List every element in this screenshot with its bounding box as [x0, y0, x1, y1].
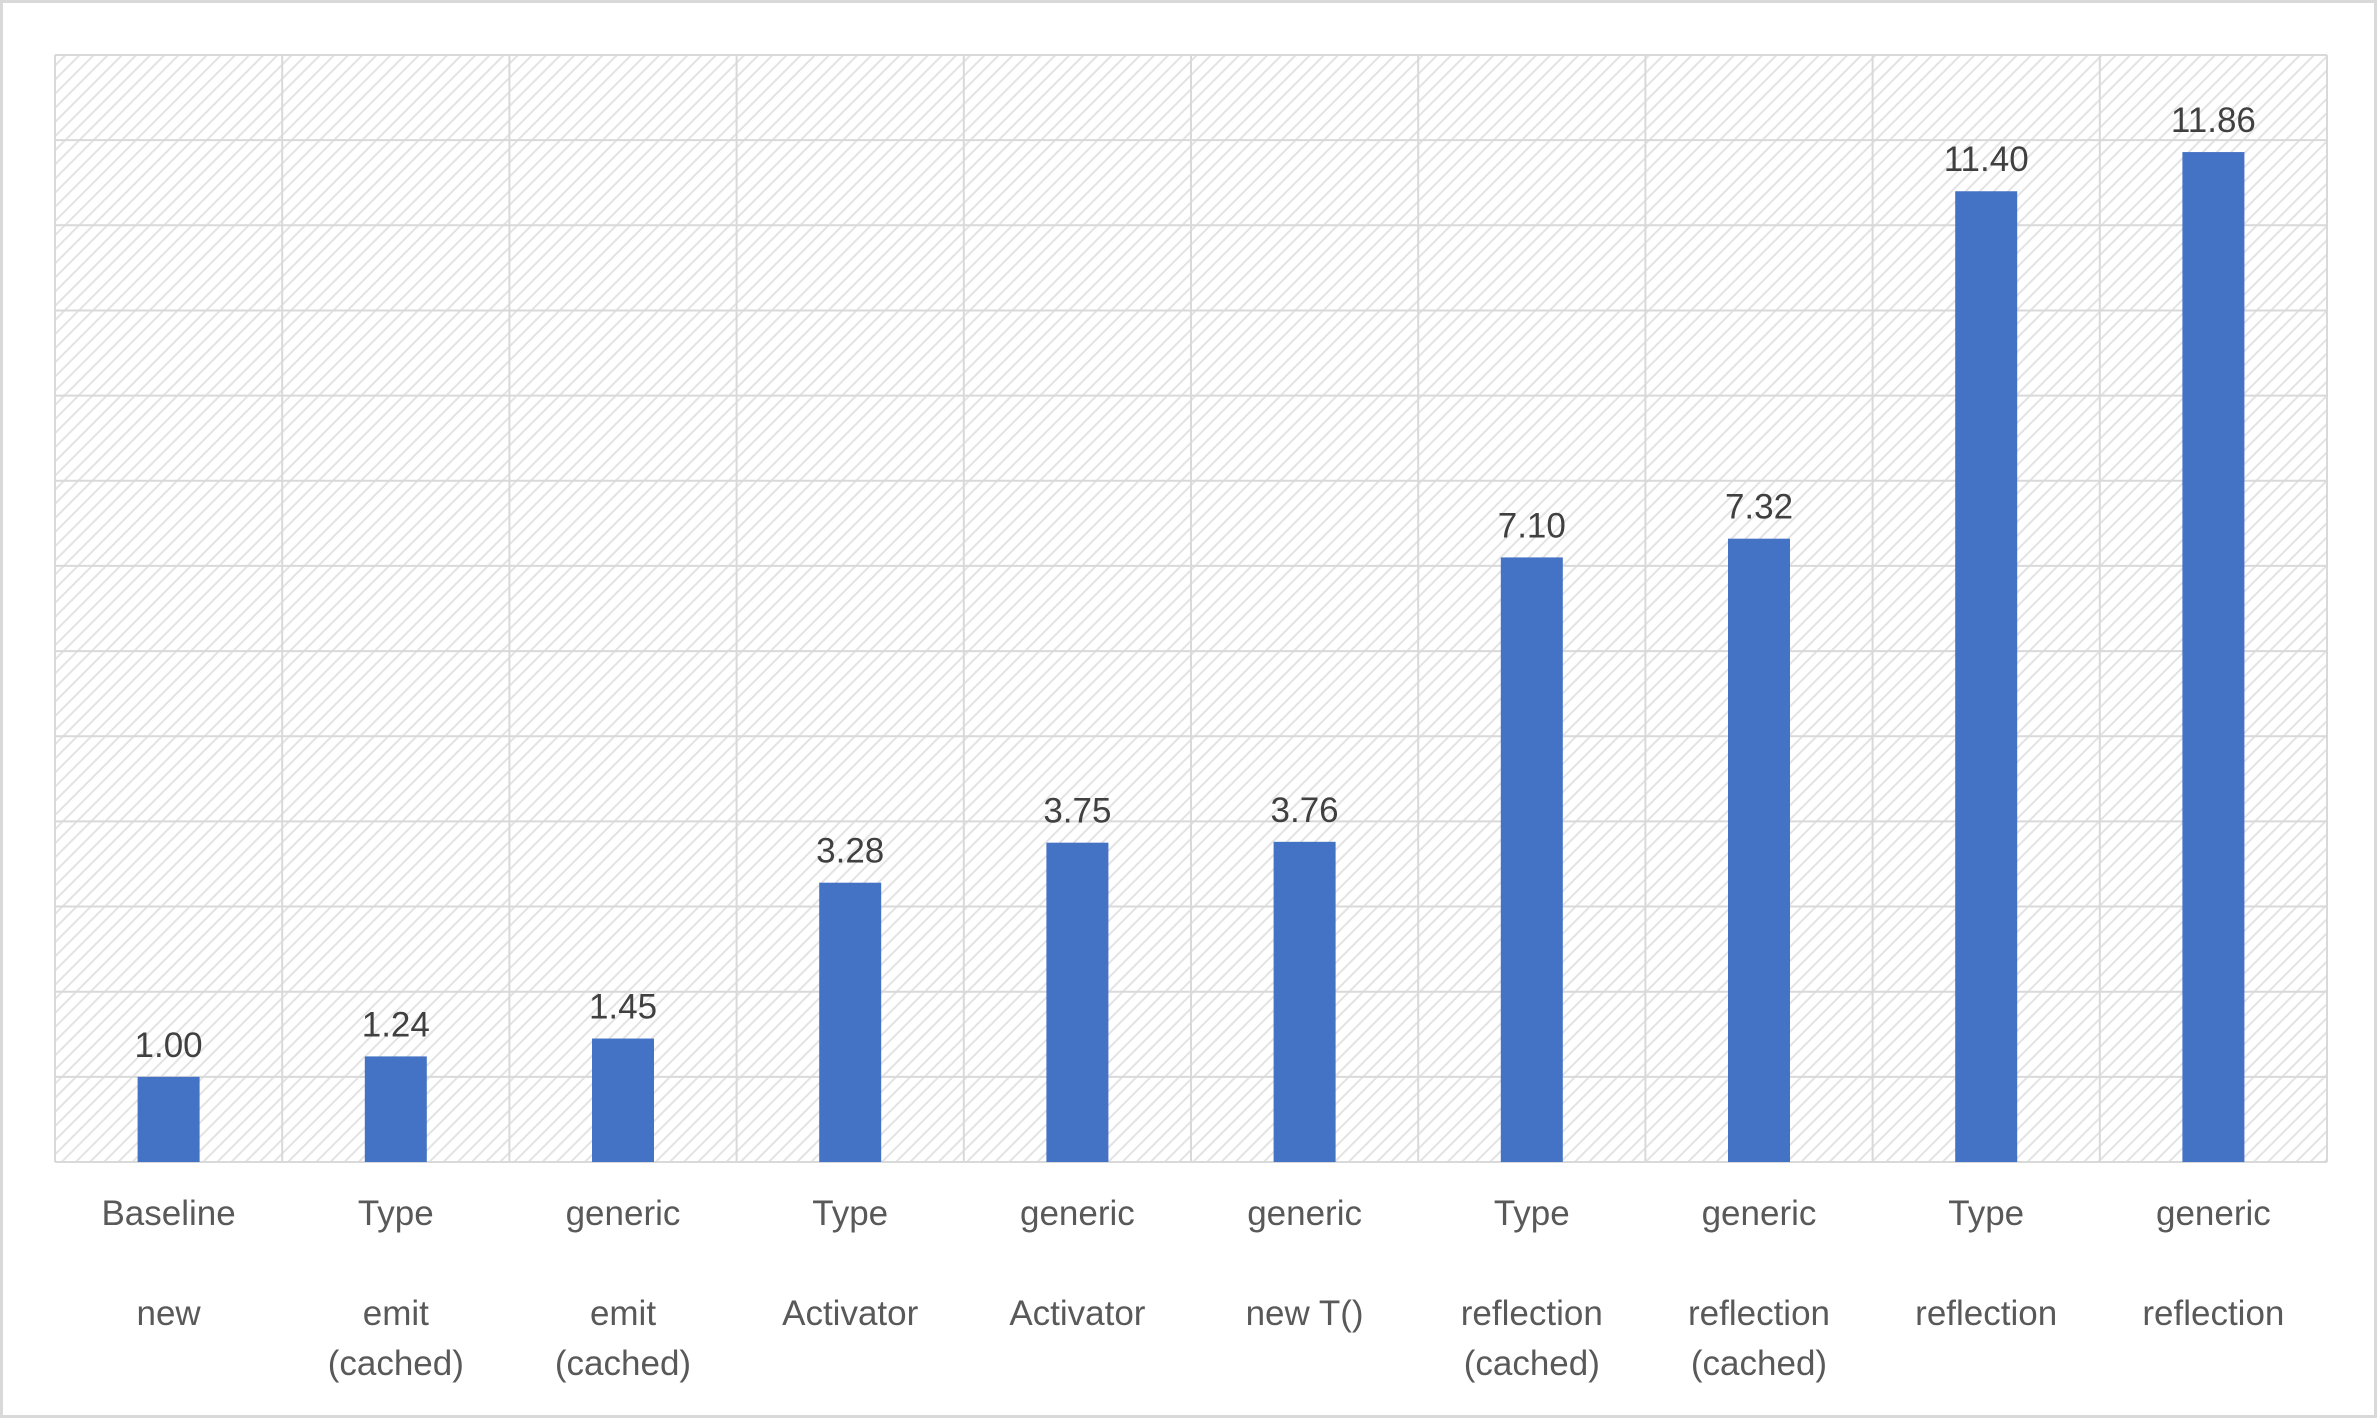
data-labels: 1.00 1.24 1.45 3.28 3.75 3.76 7.10 7.32 11.40 11.… — [135, 101, 2256, 1065]
x-tick-label: (cached) — [1464, 1344, 1600, 1383]
x-tick-label: generic — [566, 1194, 681, 1233]
x-tick-label: (cached) — [1691, 1344, 1827, 1383]
data-label: 1.24 — [362, 1005, 430, 1044]
x-tick-label: generic — [1247, 1194, 1362, 1233]
data-label: 1.45 — [589, 988, 657, 1027]
bar — [819, 882, 882, 1162]
bar — [1500, 557, 1563, 1162]
data-label: 3.75 — [1043, 792, 1111, 831]
x-tick-label: reflection — [1915, 1294, 2057, 1333]
x-tick-label: Type — [1494, 1194, 1570, 1233]
bar — [1955, 191, 2018, 1162]
x-tick-label: emit — [363, 1294, 429, 1333]
bar — [1728, 538, 1790, 1162]
x-tick-label: Type — [1948, 1194, 2024, 1233]
x-axis-tick-labels: Baseline new Type emit (cached) generic emit (c… — [101, 1194, 2284, 1383]
gridlines — [54, 54, 2328, 1163]
x-tick-label: new — [136, 1294, 201, 1333]
x-tick-label: generic — [1702, 1194, 1817, 1233]
x-tick-label: Type — [358, 1194, 434, 1233]
x-tick-label: Activator — [1009, 1294, 1145, 1333]
x-tick-label: generic — [2156, 1194, 2271, 1233]
x-tick-label: reflection — [1461, 1294, 1603, 1333]
bar — [592, 1038, 654, 1162]
x-tick-label: Type — [812, 1194, 888, 1233]
x-tick-label: generic — [1020, 1194, 1135, 1233]
x-tick-label: (cached) — [555, 1344, 691, 1383]
data-label: 7.32 — [1725, 488, 1793, 527]
data-label: 3.28 — [816, 832, 884, 871]
bar — [2182, 152, 2245, 1162]
bar-chart: 1.00 1.24 1.45 3.28 3.75 3.76 7.10 7.32 11.40 11.… — [54, 54, 2328, 1383]
x-tick-label: (cached) — [328, 1344, 464, 1383]
bar — [364, 1056, 427, 1162]
data-label: 11.40 — [1944, 140, 2029, 179]
data-label: 1.00 — [135, 1026, 203, 1065]
bars — [137, 152, 2245, 1162]
data-label: 7.10 — [1498, 506, 1566, 545]
data-label: 3.76 — [1271, 791, 1339, 830]
x-tick-label: reflection — [1688, 1294, 1830, 1333]
x-tick-label: reflection — [2142, 1294, 2284, 1333]
x-tick-label: Baseline — [101, 1194, 235, 1233]
x-tick-label: new T() — [1246, 1294, 1364, 1333]
bar — [1273, 841, 1336, 1162]
data-label: 11.86 — [2171, 101, 2256, 140]
x-tick-label: Activator — [782, 1294, 918, 1333]
bar — [1046, 842, 1109, 1162]
bar — [137, 1076, 200, 1162]
x-tick-label: emit — [590, 1294, 656, 1333]
